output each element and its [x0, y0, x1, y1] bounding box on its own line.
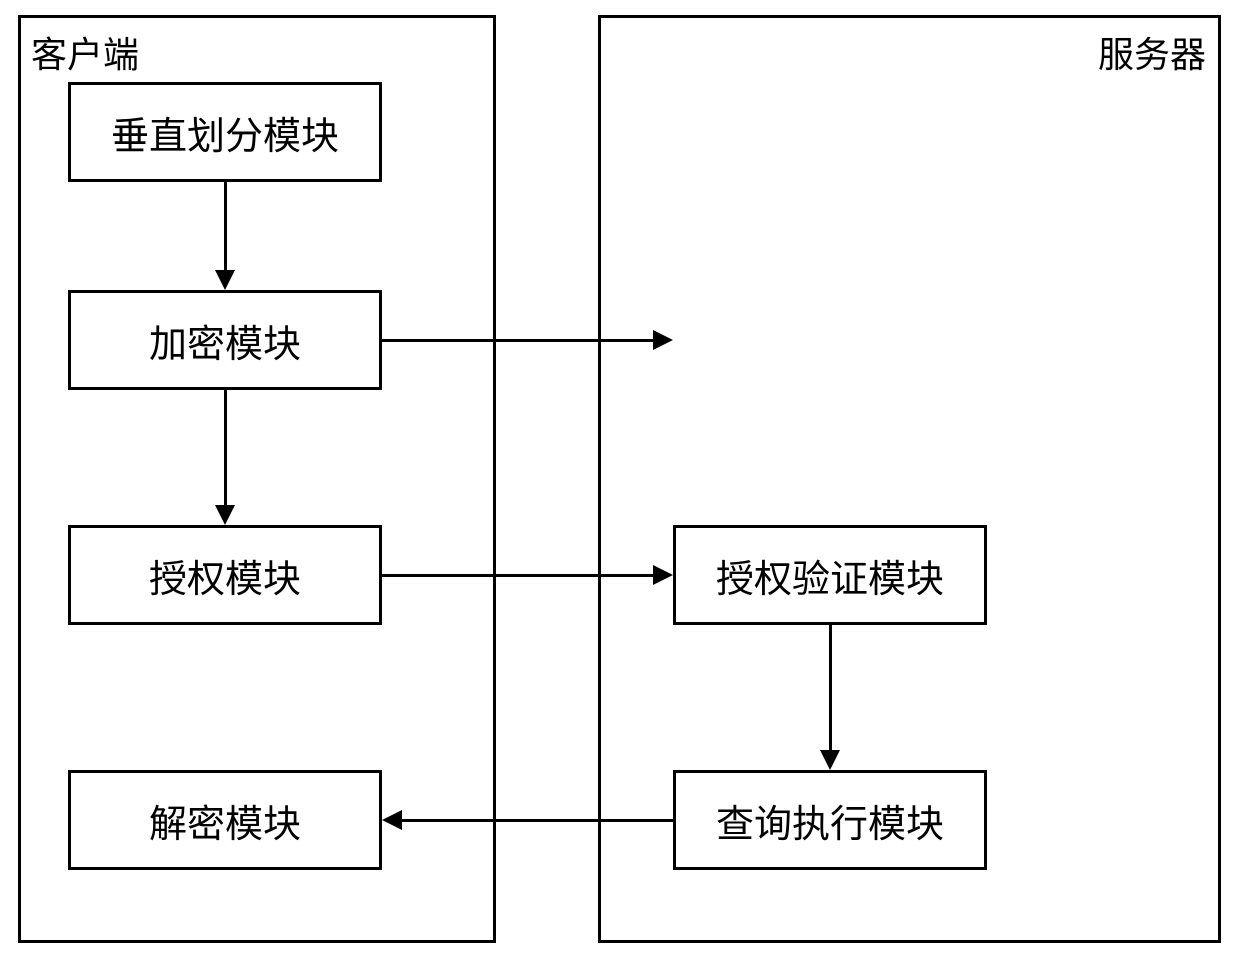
vertical-partition-label: 垂直划分模块	[111, 105, 339, 160]
query-execute-module: 查询执行模块	[673, 770, 987, 870]
arrow-verify-to-query	[829, 625, 832, 752]
vertical-partition-module: 垂直划分模块	[68, 82, 382, 182]
server-label: 服务器	[1098, 26, 1206, 78]
arrow-enc-to-auth	[224, 390, 227, 507]
arrowhead-enc-to-server	[653, 330, 673, 350]
auth-verify-module: 授权验证模块	[673, 525, 987, 625]
authorization-module: 授权模块	[68, 525, 382, 625]
arrow-vp-to-enc	[224, 182, 227, 272]
authorization-label: 授权模块	[149, 548, 301, 603]
query-execute-label: 查询执行模块	[716, 793, 944, 848]
encryption-module: 加密模块	[68, 290, 382, 390]
decryption-label: 解密模块	[149, 793, 301, 848]
auth-verify-label: 授权验证模块	[716, 548, 944, 603]
encryption-label: 加密模块	[149, 313, 301, 368]
arrowhead-verify-to-query	[820, 750, 840, 770]
arrow-query-to-dec	[400, 819, 673, 822]
decryption-module: 解密模块	[68, 770, 382, 870]
arrowhead-auth-to-verify	[653, 565, 673, 585]
arrow-enc-to-server	[382, 339, 655, 342]
arrowhead-enc-to-auth	[215, 505, 235, 525]
arrowhead-vp-to-enc	[215, 270, 235, 290]
arrow-auth-to-verify	[382, 574, 655, 577]
arrowhead-query-to-dec	[382, 810, 402, 830]
client-label: 客户端	[31, 26, 139, 78]
